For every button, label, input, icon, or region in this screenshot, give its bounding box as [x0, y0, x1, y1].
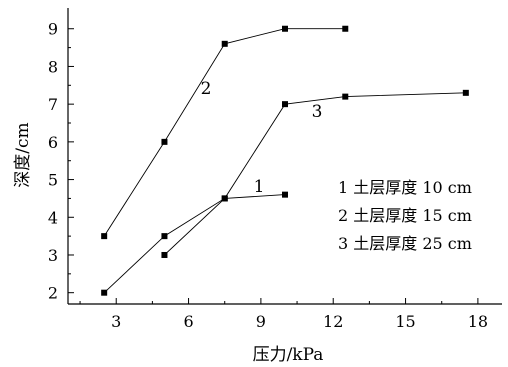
series-labels: 1 2 3: [201, 79, 323, 197]
y-tick-label: 4: [48, 208, 58, 227]
series-2-point: [101, 233, 108, 240]
series-2-point: [342, 25, 349, 32]
x-tick-label: 15: [395, 312, 415, 331]
series-2-point: [221, 40, 228, 47]
y-tick-label: 5: [48, 171, 58, 190]
series-2-label: 2: [201, 79, 212, 99]
x-tick-label: 9: [256, 312, 266, 331]
legend-entry: 1 土层厚度 10 cm: [338, 178, 472, 197]
x-tick-label: 6: [183, 312, 193, 331]
x-tick-label: 18: [468, 312, 488, 331]
y-tick-label: 2: [48, 284, 58, 303]
y-tick-label: 3: [48, 246, 58, 265]
series-1-point: [282, 191, 288, 198]
x-axis-title: 压力/kPa: [253, 345, 324, 365]
y-tick-label: 8: [48, 57, 58, 76]
series-3-point: [282, 101, 288, 108]
plot-frame: [67, 8, 502, 305]
x-tick-label: 3: [111, 312, 121, 331]
series-layer: [101, 25, 469, 296]
series-1-label: 1: [254, 177, 265, 197]
series-3-point: [161, 251, 168, 258]
y-axis-title: 深度/cm: [13, 122, 33, 187]
series-1-point: [101, 289, 108, 296]
legend: 1 土层厚度 10 cm 2 土层厚度 15 cm 3 土层厚度 25 cm: [338, 178, 472, 253]
series-1-line: [103, 194, 286, 294]
series-1-point: [161, 233, 168, 240]
series-3-point: [462, 89, 469, 96]
y-tick-label: 7: [48, 95, 58, 114]
x-axis: 3 6 9 12 15 18: [79, 298, 488, 331]
legend-entry: 2 土层厚度 15 cm: [338, 206, 472, 225]
series-2-point: [282, 25, 288, 32]
series-3-label: 3: [312, 102, 323, 122]
series-3-point: [342, 93, 349, 100]
y-tick-label: 9: [48, 20, 58, 39]
series-3-point: [221, 195, 228, 202]
legend-entry: 3 土层厚度 25 cm: [338, 234, 472, 253]
y-axis: 2 3 4 5 6 7 8 9: [48, 20, 74, 303]
x-tick-label: 12: [323, 312, 343, 331]
series-2-point: [161, 138, 168, 145]
y-tick-label: 6: [48, 133, 58, 152]
series-2-line: [103, 28, 346, 237]
